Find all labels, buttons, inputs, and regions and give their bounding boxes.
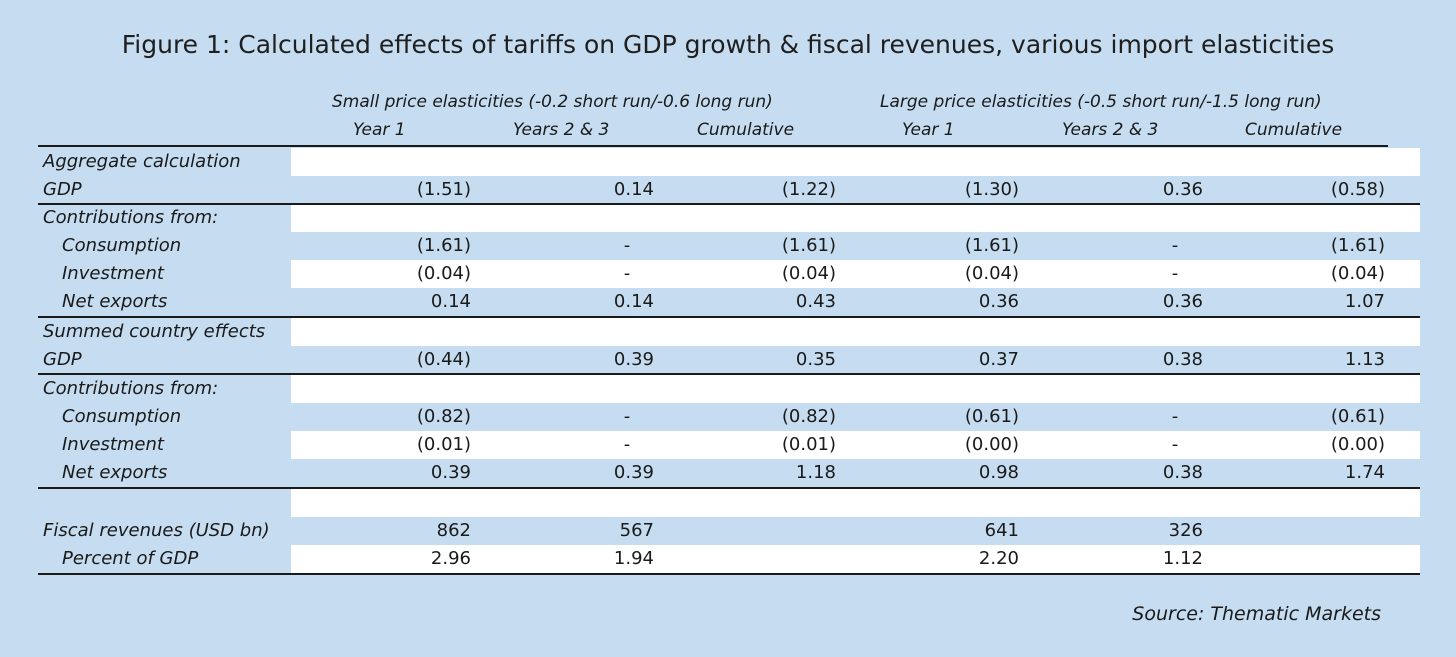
table-cell: - xyxy=(623,235,631,256)
row-label: GDP xyxy=(43,179,82,200)
row-label: Aggregate calculation xyxy=(43,151,241,172)
row-label: Contributions from: xyxy=(43,378,219,399)
row-band xyxy=(291,431,1420,459)
figure-title: Figure 1: Calculated effects of tariffs … xyxy=(121,30,1335,59)
table-cell: (0.00) xyxy=(964,434,1019,455)
column-header: Year 1 xyxy=(902,120,955,140)
row-band xyxy=(291,545,1420,573)
table-cell: - xyxy=(1171,235,1179,256)
table-cell: (0.61) xyxy=(1330,406,1385,427)
section-rule xyxy=(38,373,1420,375)
section-rule xyxy=(38,203,1420,205)
section-rule xyxy=(38,316,1420,318)
table-cell: 1.13 xyxy=(1344,349,1385,370)
row-band xyxy=(291,204,1420,232)
table-cell: 0.39 xyxy=(613,349,654,370)
table-cell: 641 xyxy=(984,520,1019,541)
table-cell: 862 xyxy=(436,520,471,541)
table-cell: (1.30) xyxy=(964,179,1019,200)
row-band xyxy=(291,375,1420,403)
table-cell: 0.35 xyxy=(795,349,836,370)
column-header: Years 2 & 3 xyxy=(1062,120,1159,140)
group-header-small: Small price elasticities (-0.2 short run… xyxy=(332,92,773,112)
table-cell: 0.39 xyxy=(613,462,654,483)
table-cell: 0.36 xyxy=(1162,291,1203,312)
row-band xyxy=(291,489,1420,517)
row-band xyxy=(291,260,1420,288)
table-cell: (1.61) xyxy=(416,235,471,256)
table-cell: (0.00) xyxy=(1330,434,1385,455)
column-header: Cumulative xyxy=(1245,120,1343,140)
table-cell: 0.37 xyxy=(978,349,1019,370)
table-cell: 1.18 xyxy=(795,462,836,483)
row-band xyxy=(291,148,1420,176)
row-label: Net exports xyxy=(62,291,168,312)
table-cell: 0.39 xyxy=(430,462,471,483)
table-cell: (0.44) xyxy=(416,349,471,370)
row-label: Net exports xyxy=(62,462,168,483)
table-cell: 1.12 xyxy=(1162,548,1203,569)
table-cell: (0.82) xyxy=(416,406,471,427)
table-cell: - xyxy=(1171,263,1179,284)
table-cell: 1.07 xyxy=(1344,291,1385,312)
table-cell: 0.98 xyxy=(978,462,1019,483)
table-cell: (0.82) xyxy=(781,406,836,427)
group-header-large: Large price elasticities (-0.5 short run… xyxy=(880,92,1322,112)
table-cell: (0.04) xyxy=(416,263,471,284)
table-cell: (0.01) xyxy=(781,434,836,455)
table-cell: (1.61) xyxy=(964,235,1019,256)
table-cell: (0.04) xyxy=(1330,263,1385,284)
source-note: Source: Thematic Markets xyxy=(1132,603,1381,625)
row-label: Investment xyxy=(62,434,164,455)
table-cell: 0.36 xyxy=(1162,179,1203,200)
table-cell: 1.94 xyxy=(613,548,654,569)
table-cell: 0.36 xyxy=(978,291,1019,312)
table-cell: - xyxy=(1171,406,1179,427)
row-label: Investment xyxy=(62,263,164,284)
table-cell: - xyxy=(623,406,631,427)
table-cell: (0.01) xyxy=(416,434,471,455)
table-cell: (0.04) xyxy=(964,263,1019,284)
column-header: Year 1 xyxy=(353,120,406,140)
table-cell: (0.61) xyxy=(964,406,1019,427)
row-label: Contributions from: xyxy=(43,207,219,228)
row-label: Fiscal revenues (USD bn) xyxy=(43,520,270,541)
table-cell: - xyxy=(1171,434,1179,455)
section-rule xyxy=(38,487,1420,489)
table-cell: 0.38 xyxy=(1162,462,1203,483)
table-cell: (1.61) xyxy=(781,235,836,256)
row-label: Consumption xyxy=(62,235,182,256)
table-cell: (1.51) xyxy=(416,179,471,200)
row-label: Summed country effects xyxy=(43,321,266,342)
table-cell: 0.38 xyxy=(1162,349,1203,370)
table-cell: 326 xyxy=(1168,520,1203,541)
table-cell: 2.20 xyxy=(978,548,1019,569)
table-cell: (0.04) xyxy=(781,263,836,284)
table-cell: (1.61) xyxy=(1330,235,1385,256)
row-label: Consumption xyxy=(62,406,182,427)
row-label: GDP xyxy=(43,349,82,370)
table-cell: (0.58) xyxy=(1330,179,1385,200)
header-rule xyxy=(38,145,1388,147)
table-cell: - xyxy=(623,263,631,284)
table-cell: 0.43 xyxy=(795,291,836,312)
table-cell: - xyxy=(623,434,631,455)
table-cell: 1.74 xyxy=(1344,462,1385,483)
column-header: Cumulative xyxy=(697,120,795,140)
table-cell: 0.14 xyxy=(430,291,471,312)
table-cell: (1.22) xyxy=(781,179,836,200)
table-cell: 567 xyxy=(619,520,654,541)
row-band xyxy=(291,318,1420,346)
table-cell: 0.14 xyxy=(613,291,654,312)
section-rule xyxy=(38,573,1420,575)
row-label: Percent of GDP xyxy=(62,548,199,569)
table-cell: 2.96 xyxy=(430,548,471,569)
table-cell: 0.14 xyxy=(613,179,654,200)
column-header: Years 2 & 3 xyxy=(513,120,610,140)
